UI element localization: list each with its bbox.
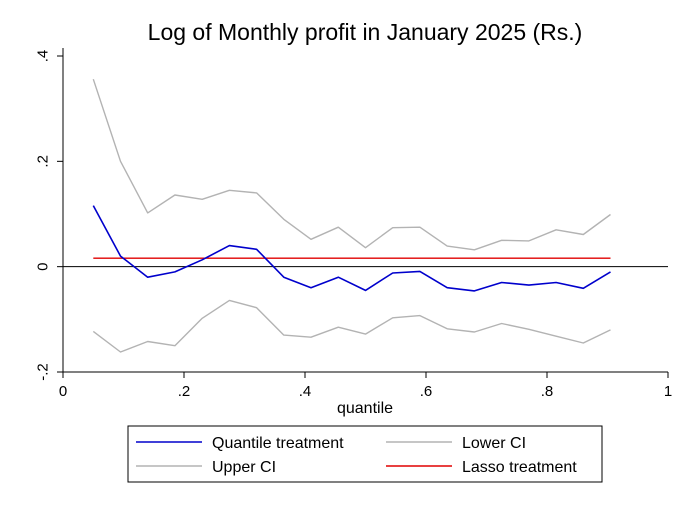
x-tick-label: .4	[299, 383, 312, 400]
y-tick-label: 0	[35, 262, 52, 270]
legend-label-lower-ci: Lower CI	[462, 435, 526, 452]
x-tick-label: .2	[178, 383, 191, 400]
chart-title: Log of Monthly profit in January 2025 (R…	[148, 19, 583, 45]
series-line-upper-ci	[92, 78, 611, 251]
legend-label-upper-ci: Upper CI	[212, 459, 276, 476]
legend-box	[127, 425, 603, 483]
x-tick-label: .8	[541, 383, 554, 400]
legend: Quantile treatment Lower CI Upper CI Lasso …	[127, 425, 603, 483]
y-tick-label: .4	[35, 50, 52, 63]
series-layer	[92, 78, 611, 353]
y-tick-label: -.2	[35, 363, 52, 381]
y-tick-label: .2	[35, 155, 52, 168]
x-tick-label: 1	[664, 383, 672, 400]
x-axis-title: quantile	[337, 400, 393, 417]
series-line-lower-ci	[92, 299, 611, 353]
x-tick-label: 0	[59, 383, 67, 400]
legend-label-quantile-treatment: Quantile treatment	[212, 435, 344, 452]
x-tick-label: .6	[420, 383, 433, 400]
series-line-quantile-treatment	[92, 205, 611, 292]
legend-label-lasso-treatment: Lasso treatment	[462, 459, 577, 476]
axes: 0 .2 .4 .6 .8 1 -.2 0 .2 .4	[35, 48, 672, 400]
